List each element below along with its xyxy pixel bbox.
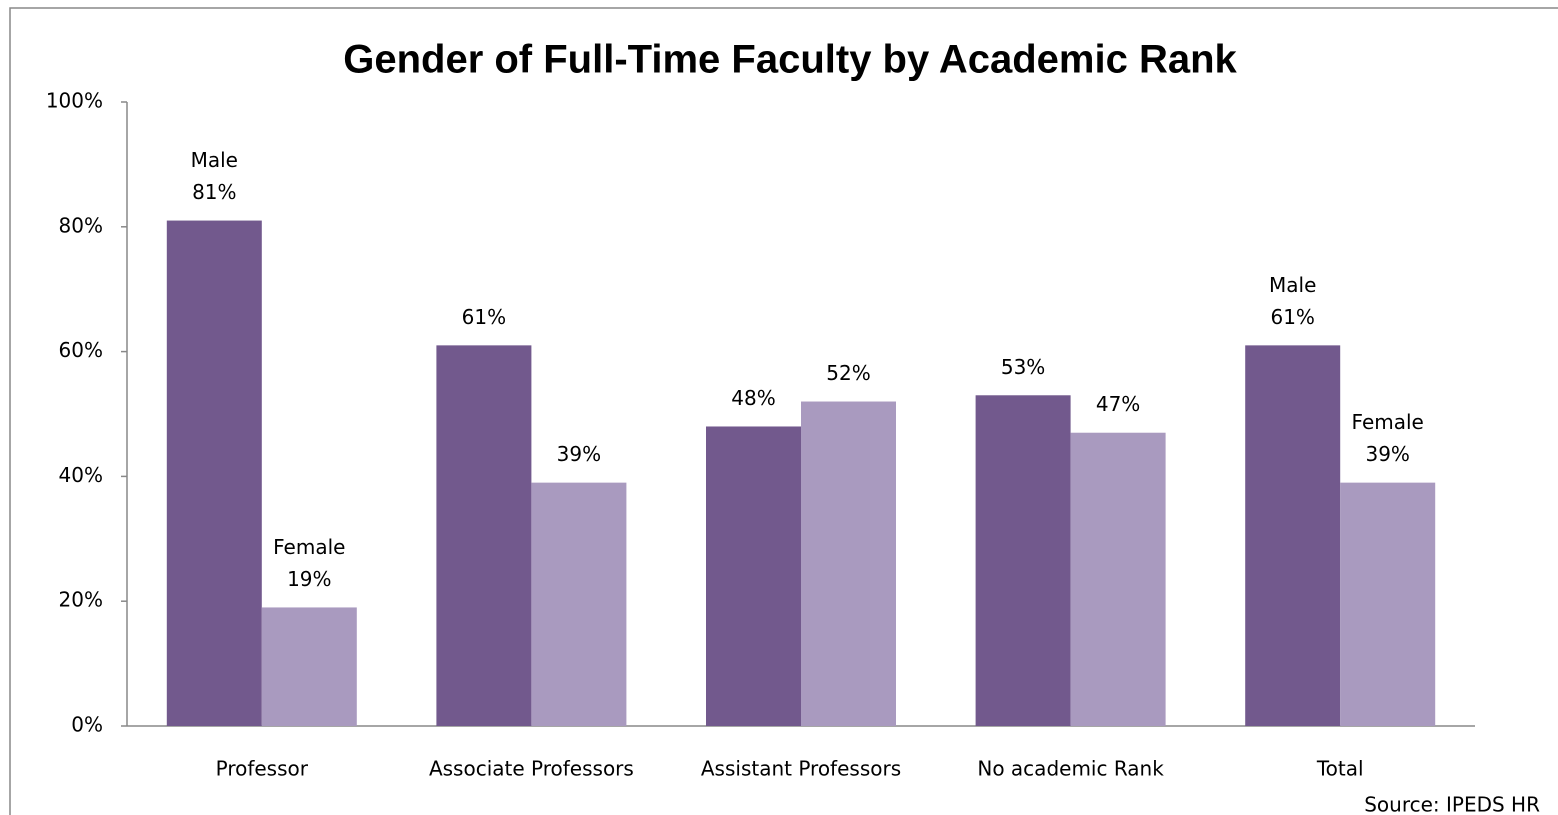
bar [706, 426, 801, 726]
data-label: 61% [1270, 305, 1314, 329]
x-tick-label: Total [1316, 757, 1364, 781]
bar [801, 401, 896, 726]
y-tick-label: 80% [59, 213, 103, 237]
data-label: 39% [557, 442, 601, 466]
data-label: 48% [731, 386, 775, 410]
data-label: 39% [1365, 442, 1409, 466]
bar [1340, 482, 1436, 726]
data-label: 52% [826, 361, 870, 385]
bar [436, 345, 532, 726]
series-label: Male [191, 148, 238, 172]
data-label: 47% [1096, 392, 1140, 416]
bar [975, 395, 1071, 726]
data-label: 53% [1001, 355, 1045, 379]
bar [166, 220, 262, 726]
y-tick-label: 40% [59, 463, 103, 487]
x-tick-label: Assistant Professors [701, 757, 901, 781]
chart-frame [9, 7, 1558, 815]
data-label: 61% [462, 305, 506, 329]
series-label: Female [1352, 410, 1424, 434]
bar [1245, 345, 1341, 726]
x-tick-label: Professor [216, 757, 309, 781]
x-tick-label: Associate Professors [429, 757, 634, 781]
x-tick-label: No academic Rank [977, 757, 1164, 781]
y-tick-label: 100% [46, 89, 103, 113]
source-note: Source: IPEDS HR [1364, 793, 1540, 815]
y-tick-label: 60% [59, 338, 103, 362]
bar [261, 607, 357, 726]
data-label: 81% [192, 180, 236, 204]
y-tick-label: 0% [71, 713, 103, 737]
y-tick-label: 20% [59, 588, 103, 612]
bar [531, 482, 627, 726]
bar [1070, 432, 1166, 726]
data-label: 19% [287, 567, 331, 591]
series-label: Male [1269, 273, 1316, 297]
chart-title: Gender of Full-Time Faculty by Academic … [343, 38, 1237, 82]
series-label: Female [273, 535, 345, 559]
